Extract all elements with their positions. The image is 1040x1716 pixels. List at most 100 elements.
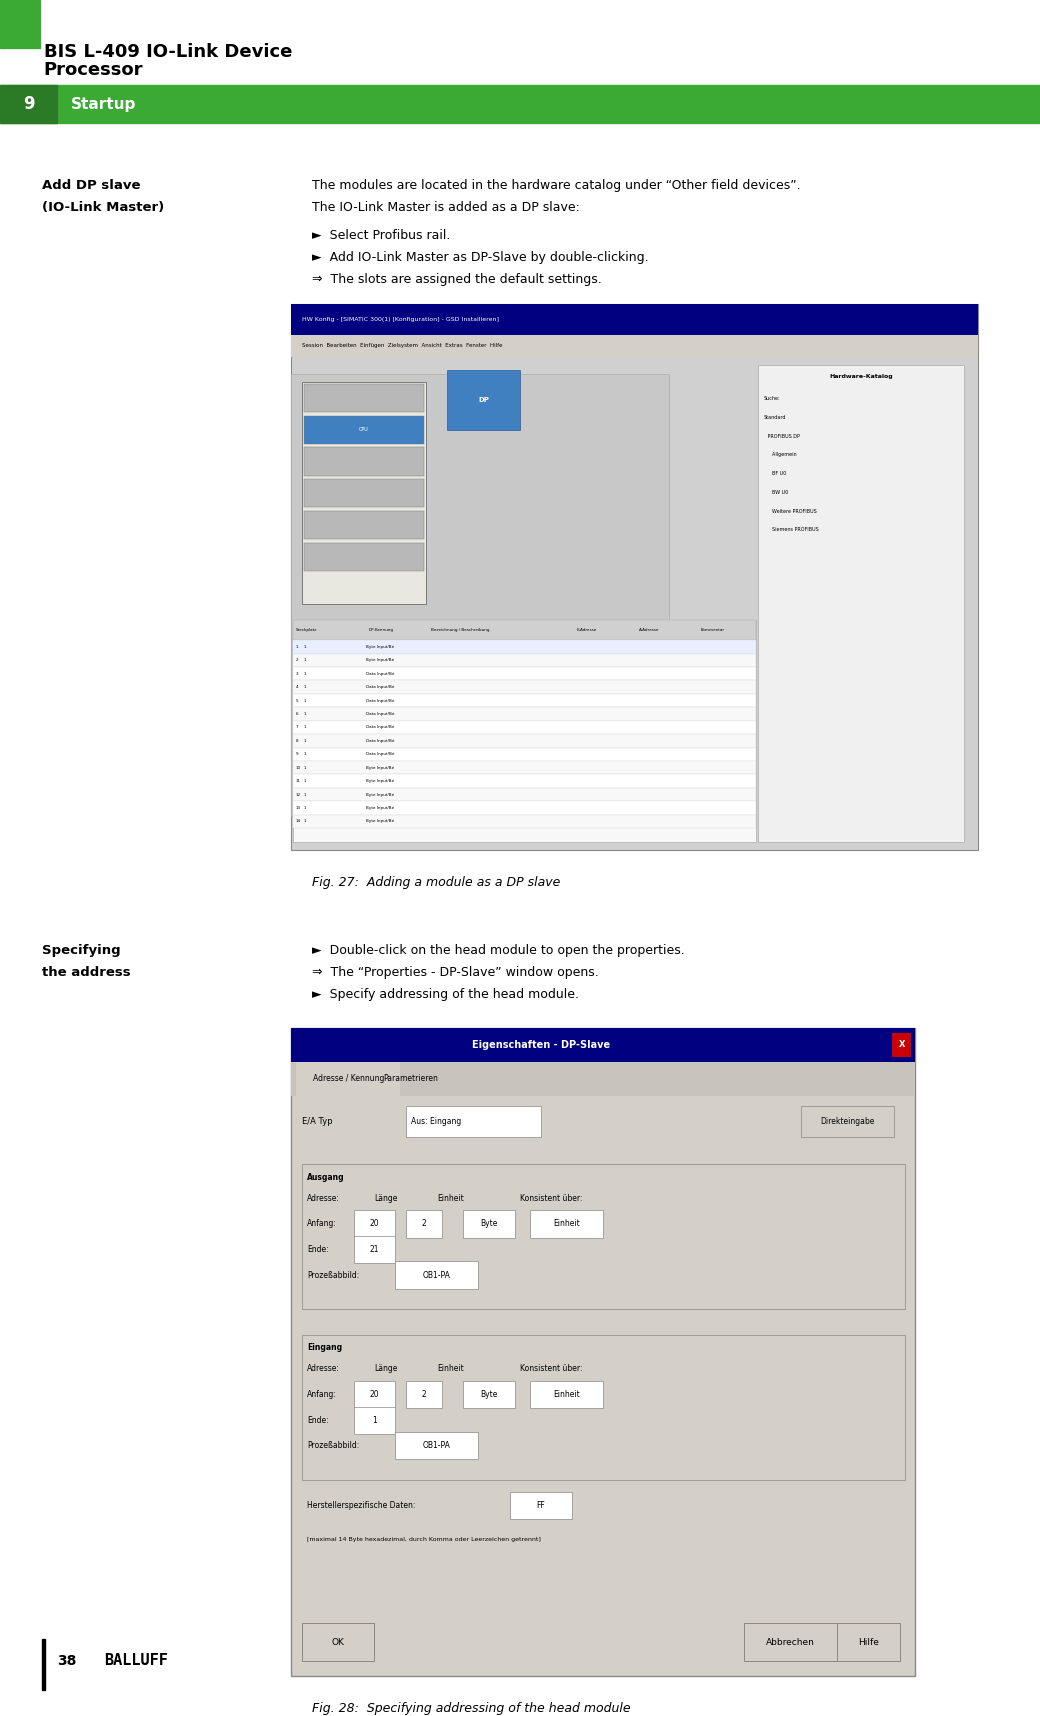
Text: The modules are located in the hardware catalog under “Other field devices”.: The modules are located in the hardware … <box>312 178 801 192</box>
Text: Anfang:: Anfang: <box>307 1390 337 1399</box>
Text: 1: 1 <box>372 1416 376 1424</box>
Text: 1: 1 <box>304 807 306 810</box>
Text: [maximal 14 Byte hexadezimal, durch Komma oder Leerzeichen getrennt]: [maximal 14 Byte hexadezimal, durch Komm… <box>307 1538 541 1543</box>
Bar <box>354 1381 395 1409</box>
Text: 1: 1 <box>304 659 306 662</box>
Text: Abbrechen: Abbrechen <box>766 1637 814 1647</box>
Bar <box>530 1210 603 1237</box>
Bar <box>304 415 424 444</box>
Text: Session  Bearbeiten  Einfügen  Zielsystem  Ansicht  Extras  Fenster  Hilfe: Session Bearbeiten Einfügen Zielsystem A… <box>302 343 502 348</box>
Text: Herstellerspezifische Daten:: Herstellerspezifische Daten: <box>307 1502 415 1510</box>
Bar <box>530 1381 603 1409</box>
Bar <box>0 86 1040 124</box>
Bar <box>291 374 669 815</box>
Text: Adresse / Kennung: Adresse / Kennung <box>313 1074 384 1083</box>
Text: BF U0: BF U0 <box>763 472 786 475</box>
Text: Data Input/Bé: Data Input/Bé <box>366 685 394 690</box>
Text: 1: 1 <box>304 740 306 743</box>
Bar <box>42 1639 45 1690</box>
Text: Direkteingabe: Direkteingabe <box>821 1117 875 1126</box>
Text: Einheit: Einheit <box>437 1194 464 1203</box>
Text: BIS L-409 IO-Link Device: BIS L-409 IO-Link Device <box>44 43 292 60</box>
Bar <box>406 1107 541 1136</box>
Text: Data Input/Bé: Data Input/Bé <box>366 726 394 729</box>
Text: A-Adresse: A-Adresse <box>639 628 659 631</box>
Text: The IO-Link Master is added as a DP slave:: The IO-Link Master is added as a DP slav… <box>312 201 580 214</box>
Text: Byte Input/Bé: Byte Input/Bé <box>366 807 394 810</box>
Text: 12: 12 <box>295 793 301 796</box>
Text: Allgemein: Allgemein <box>763 453 797 458</box>
Text: OB1-PA: OB1-PA <box>423 1270 450 1280</box>
Text: DP: DP <box>478 396 489 403</box>
Text: X: X <box>899 1040 905 1048</box>
Text: Eingang: Eingang <box>307 1344 342 1352</box>
Text: E/A Typ: E/A Typ <box>302 1117 332 1126</box>
Text: 20: 20 <box>369 1220 380 1229</box>
Bar <box>395 1261 478 1289</box>
Text: Data Input/Bé: Data Input/Bé <box>366 698 394 702</box>
Bar <box>296 1062 400 1097</box>
Bar <box>293 801 756 815</box>
Bar <box>837 1623 900 1661</box>
Bar <box>293 760 756 774</box>
Text: Add DP slave: Add DP slave <box>42 178 140 192</box>
Text: Ende:: Ende: <box>307 1416 329 1424</box>
Text: Prozeßabbild:: Prozeßabbild: <box>307 1270 359 1280</box>
Text: (IO-Link Master): (IO-Link Master) <box>42 201 164 214</box>
Text: 2: 2 <box>295 659 298 662</box>
Bar <box>293 681 756 693</box>
Text: 1: 1 <box>304 671 306 676</box>
Text: CPU: CPU <box>359 427 369 432</box>
Text: 38: 38 <box>57 1654 77 1668</box>
Bar <box>293 640 756 654</box>
Bar <box>293 619 756 640</box>
Text: Siemens PROFIBUS: Siemens PROFIBUS <box>763 527 818 532</box>
Text: 3: 3 <box>295 671 298 676</box>
Text: DP-Kennung: DP-Kennung <box>368 628 393 631</box>
Text: Startup: Startup <box>71 96 136 112</box>
Text: Data Input/Bé: Data Input/Bé <box>366 671 394 676</box>
Text: OB1-PA: OB1-PA <box>423 1441 450 1450</box>
Bar <box>293 721 756 734</box>
Text: Bezeichnung / Beschreibung: Bezeichnung / Beschreibung <box>431 628 489 631</box>
Text: 1: 1 <box>304 645 306 649</box>
Bar <box>293 774 756 788</box>
Text: Einheit: Einheit <box>553 1220 580 1229</box>
Text: Eigenschaften - DP-Slave: Eigenschaften - DP-Slave <box>472 1040 609 1050</box>
Text: Processor: Processor <box>44 62 144 79</box>
Bar <box>302 1335 905 1479</box>
Text: 9: 9 <box>23 94 35 113</box>
Text: PROFIBUS DP: PROFIBUS DP <box>763 434 800 439</box>
Text: Kommentar: Kommentar <box>701 628 725 631</box>
Text: 9: 9 <box>295 752 298 757</box>
Text: Hilfe: Hilfe <box>858 1637 879 1647</box>
Bar <box>354 1407 395 1435</box>
Text: 1: 1 <box>295 645 297 649</box>
Bar <box>758 366 964 841</box>
Text: Ausgang: Ausgang <box>307 1172 344 1182</box>
Text: Parametrieren: Parametrieren <box>384 1074 438 1083</box>
Text: Byte Input/Bé: Byte Input/Bé <box>366 779 394 782</box>
Text: Adresse:: Adresse: <box>307 1194 340 1203</box>
Text: ►  Specify addressing of the head module.: ► Specify addressing of the head module. <box>312 988 579 1002</box>
Text: ►  Select Profibus rail.: ► Select Profibus rail. <box>312 228 450 242</box>
Text: ►  Double-click on the head module to open the properties.: ► Double-click on the head module to ope… <box>312 944 684 958</box>
Text: Data Input/Bé: Data Input/Bé <box>366 712 394 716</box>
Text: ►  Add IO-Link Master as DP-Slave by double-clicking.: ► Add IO-Link Master as DP-Slave by doub… <box>312 251 649 264</box>
Text: Ende:: Ende: <box>307 1246 329 1254</box>
Text: Prozeßabbild:: Prozeßabbild: <box>307 1441 359 1450</box>
Text: Hardware-Katalog: Hardware-Katalog <box>829 374 892 379</box>
Bar <box>293 693 756 707</box>
Bar <box>510 1491 572 1519</box>
Bar <box>302 383 426 604</box>
Text: Anfang:: Anfang: <box>307 1220 337 1229</box>
Text: 2: 2 <box>421 1220 426 1229</box>
Text: 6: 6 <box>295 712 298 716</box>
Bar <box>293 815 756 829</box>
Text: Aus: Eingang: Aus: Eingang <box>411 1117 461 1126</box>
Text: 13: 13 <box>295 807 301 810</box>
Text: 1: 1 <box>304 698 306 702</box>
Text: 7: 7 <box>295 726 298 729</box>
Text: Fig. 27:  Adding a module as a DP slave: Fig. 27: Adding a module as a DP slave <box>312 875 561 889</box>
Text: 20: 20 <box>369 1390 380 1399</box>
